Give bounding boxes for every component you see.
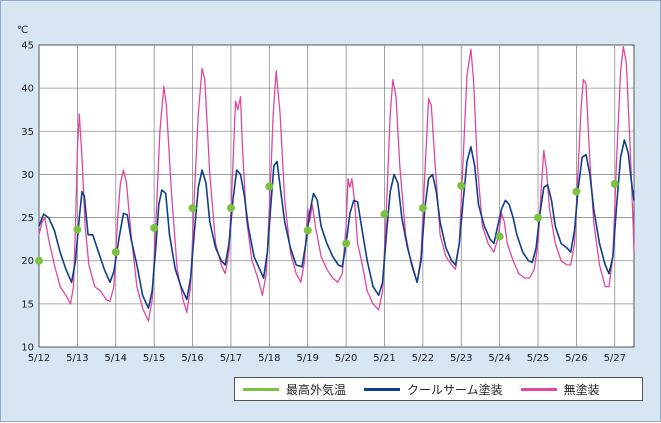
x-tick-label: 5/18 <box>258 353 280 364</box>
max-temp-point <box>380 210 389 219</box>
y-tick-label: 20 <box>21 256 34 267</box>
x-tick-label: 5/27 <box>604 353 626 364</box>
max-temp-point <box>534 213 543 222</box>
x-tick-label: 5/21 <box>373 353 395 364</box>
y-tick-label: 15 <box>21 299 34 310</box>
x-axis-ticks: 5/12 5/13 5/14 5/15 5/16 5/17 5/18 5/19 5/20 5/21… <box>28 353 626 364</box>
x-tick-label: 5/12 <box>28 353 50 364</box>
x-tick-label: 5/26 <box>565 353 587 364</box>
x-tick-label: 5/15 <box>143 353 165 364</box>
max-temp-point <box>35 256 43 265</box>
y-tick-label: 35 <box>21 127 34 138</box>
legend-swatch-no-paint <box>520 387 557 391</box>
series-line-cool-paint <box>38 139 635 309</box>
max-temp-point <box>610 179 619 188</box>
unit-label: ℃ <box>17 25 28 36</box>
y-tick-label: 10 <box>21 343 34 354</box>
x-tick-label: 5/19 <box>296 353 318 364</box>
x-tick-label: 5/23 <box>450 353 472 364</box>
legend-item-no-paint: 無塗装 <box>503 381 600 398</box>
max-temp-point <box>572 187 581 196</box>
max-temp-point <box>457 181 466 190</box>
y-tick-label: 25 <box>21 213 34 224</box>
legend-swatch-cool-paint <box>364 387 401 391</box>
legend-item-cool-paint: クールサーム塗装 <box>346 381 503 398</box>
max-temp-point <box>150 223 159 232</box>
max-temp-point <box>73 225 82 234</box>
y-axis-ticks: 10 15 20 25 30 35 40 45 <box>21 41 34 354</box>
max-temp-point <box>495 232 504 241</box>
legend: 最高外気温 クールサーム塗装 無塗装 <box>234 377 643 401</box>
x-tick-label: 5/22 <box>412 353 434 364</box>
x-tick-label: 5/14 <box>105 353 127 364</box>
x-tick-label: 5/13 <box>66 353 88 364</box>
series-layer <box>35 46 635 322</box>
max-temp-point <box>303 226 312 235</box>
y-tick-label: 40 <box>21 84 34 95</box>
max-temp-point <box>188 204 197 213</box>
max-temp-point <box>265 182 274 191</box>
y-tick-label: 45 <box>21 41 34 52</box>
y-tick-label: 30 <box>21 170 34 181</box>
legend-label-cool-paint: クールサーム塗装 <box>407 382 503 397</box>
x-tick-label: 5/20 <box>335 353 357 364</box>
max-temp-point <box>342 239 351 248</box>
x-tick-label: 5/24 <box>488 353 510 364</box>
x-tick-label: 5/16 <box>181 353 203 364</box>
series-line-no-paint <box>38 46 635 322</box>
grid-lines <box>39 45 634 347</box>
legend-swatch-max-outdoor <box>243 387 279 391</box>
legend-label-max-outdoor: 最高外気温 <box>286 382 347 397</box>
legend-label-no-paint: 無塗装 <box>563 382 600 397</box>
max-temp-point <box>226 204 235 213</box>
x-tick-label: 5/17 <box>220 353 242 364</box>
legend-item-max-outdoor: 最高外気温 <box>235 381 346 398</box>
max-temp-point <box>418 204 427 213</box>
x-tick-label: 5/25 <box>527 353 549 364</box>
max-temp-point <box>111 248 120 257</box>
plot-area <box>38 44 635 348</box>
